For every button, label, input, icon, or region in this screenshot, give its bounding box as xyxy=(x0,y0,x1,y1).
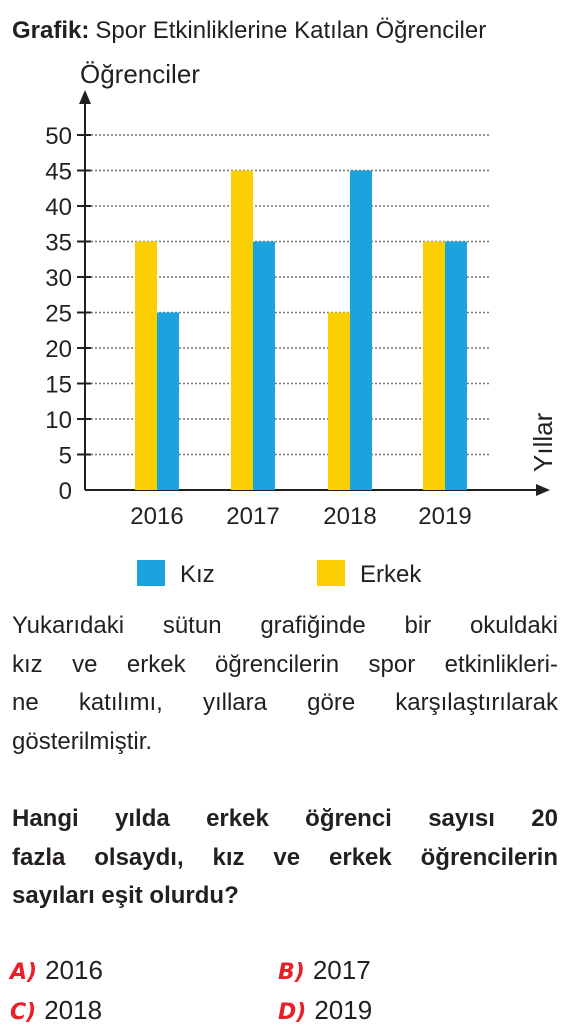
text-line: kız ve erkek öğrencilerin spor etkinlikl… xyxy=(12,650,558,678)
bar xyxy=(350,170,372,490)
paragraph: Yukarıdaki sütun grafiğinde bir okuldaki… xyxy=(12,607,558,761)
option-text: 2017 xyxy=(312,955,371,985)
y-tick-label: 35 xyxy=(45,230,72,257)
title-text: Spor Etkinliklerine Katılan Öğrenciler xyxy=(95,17,486,44)
y-axis-label: Öğrenciler xyxy=(80,59,200,89)
legend-swatch xyxy=(317,560,345,586)
text-line: gösterilmiştir. xyxy=(12,727,153,755)
text-line: Hangi yılda erkek öğrenci sayısı 20 xyxy=(12,805,558,832)
option-letter: C) xyxy=(10,1000,37,1025)
legend-swatch xyxy=(137,560,165,586)
bar xyxy=(231,170,253,490)
y-tick-label: 20 xyxy=(45,336,72,363)
text-line: fazla olsaydı, kız ve erkek öğrencilerin xyxy=(12,843,558,871)
y-tick-label: 30 xyxy=(45,265,72,292)
x-axis-arrow xyxy=(536,484,550,496)
y-tick-label: 10 xyxy=(45,407,72,434)
y-tick-label: 15 xyxy=(45,372,72,399)
text-line: sayıları eşit olurdu? xyxy=(12,882,239,909)
y-tick-label: 40 xyxy=(45,194,72,221)
option-letter: B) xyxy=(278,960,305,985)
bar xyxy=(445,241,467,490)
y-axis-arrow xyxy=(79,90,91,104)
bar xyxy=(135,241,157,490)
legend-label: Erkek xyxy=(360,561,422,588)
x-tick-label: 2016 xyxy=(130,503,183,530)
y-tick-label: 45 xyxy=(45,159,72,186)
option-letter: D) xyxy=(278,1000,307,1025)
option[interactable]: D) 2019 xyxy=(278,995,372,1026)
option[interactable]: B) 2017 xyxy=(278,955,371,986)
y-tick-label: 50 xyxy=(45,123,72,150)
x-tick-label: 2019 xyxy=(418,503,471,530)
bar xyxy=(328,312,350,490)
option-text: 2016 xyxy=(45,955,103,985)
y-tick-label: 5 xyxy=(59,443,72,470)
x-axis-label: Yıllar xyxy=(528,412,558,472)
x-tick-label: 2017 xyxy=(226,503,279,530)
option-text: 2018 xyxy=(44,995,103,1025)
question: Hangi yılda erkek öğrenci sayısı 20 fazla… xyxy=(12,800,558,916)
chart: Grafik: Spor Etkinliklerine Katılan Öğren… xyxy=(12,17,558,588)
text-line: Yukarıdaki sütun grafiğinde bir okuldaki xyxy=(12,612,558,639)
y-tick-label: 0 xyxy=(59,478,72,505)
y-tick-label: 25 xyxy=(45,301,72,328)
option-letter: A) xyxy=(10,960,38,985)
bar xyxy=(253,241,275,490)
chart-title: Grafik: Spor Etkinliklerine Katılan Öğren… xyxy=(12,17,486,44)
legend-label: Kız xyxy=(180,561,215,588)
bar xyxy=(423,241,445,490)
x-tick-label: 2018 xyxy=(323,503,376,530)
option[interactable]: C) 2018 xyxy=(10,995,102,1026)
option-text: 2019 xyxy=(314,995,373,1025)
option[interactable]: A) 2016 xyxy=(10,955,103,986)
bar xyxy=(157,312,179,490)
title-label: Grafik: xyxy=(12,17,89,44)
text-line: ne katılımı, yıllara göre karşılaştırıla… xyxy=(12,689,558,716)
